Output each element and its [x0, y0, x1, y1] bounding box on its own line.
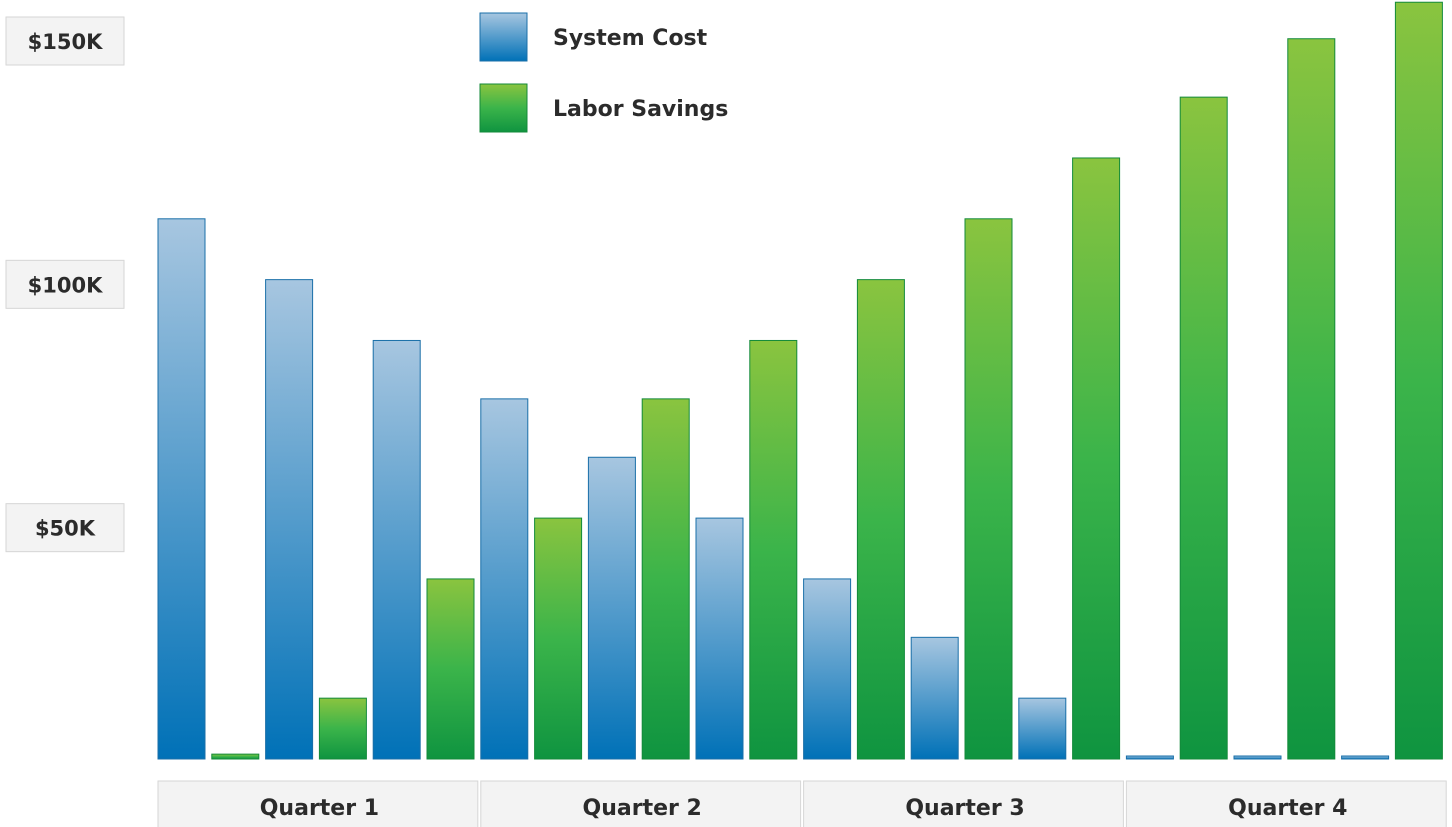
- quarter-label: Quarter 4: [1228, 796, 1347, 821]
- labor-savings-bar: [1179, 96, 1228, 760]
- labor-savings-bar: [1287, 38, 1336, 760]
- labor-savings-bar: [1072, 157, 1121, 760]
- labor-savings-swatch: [479, 83, 528, 133]
- system-cost-bar: [587, 456, 636, 760]
- labor-savings-bar: [749, 339, 798, 760]
- legend-label: Labor Savings: [553, 97, 728, 122]
- system-cost-swatch: [479, 12, 528, 62]
- quarter-label: Quarter 1: [260, 796, 379, 821]
- labor-savings-bar: [426, 578, 475, 760]
- quarter-box: [803, 780, 1124, 827]
- bars-layer: [157, 1, 1443, 760]
- quarter-label: Quarter 2: [583, 796, 702, 821]
- system-cost-bar: [372, 339, 421, 760]
- quarter-box: [157, 780, 479, 827]
- labor-savings-bar: [1394, 1, 1443, 760]
- labor-savings-bar: [534, 517, 583, 760]
- quarter-box: [480, 780, 802, 827]
- y-tick-box: [5, 259, 125, 309]
- y-axis: $150K $100K $50K: [5, 16, 125, 553]
- system-cost-bar: [1341, 755, 1390, 760]
- system-cost-bar: [910, 636, 959, 760]
- system-cost-bar: [803, 578, 852, 760]
- y-tick-label: $50K: [35, 517, 96, 541]
- labor-savings-bar: [641, 398, 690, 760]
- y-tick-box: [5, 16, 125, 66]
- system-cost-bar: [157, 218, 206, 760]
- system-cost-bar: [1233, 755, 1282, 760]
- y-tick-label: $100K: [28, 273, 103, 297]
- quarter-box: [1125, 780, 1447, 827]
- system-cost-bar: [1125, 755, 1174, 760]
- labor-savings-bar: [211, 753, 260, 760]
- system-cost-bar: [695, 517, 744, 760]
- system-cost-bar: [480, 398, 529, 760]
- quarter-label: Quarter 3: [905, 796, 1024, 821]
- labor-savings-bar: [318, 697, 367, 760]
- y-tick-box: [5, 503, 125, 553]
- system-cost-bar: [265, 279, 314, 760]
- labor-savings-bar: [856, 279, 905, 760]
- labor-savings-bar: [964, 218, 1013, 760]
- system-cost-bar: [1018, 697, 1067, 760]
- x-axis: Quarter 1 Quarter 2 Quarter 3 Quarter 4: [157, 780, 1447, 827]
- legend: System Cost Labor Savings: [479, 12, 728, 133]
- legend-label: System Cost: [553, 26, 708, 51]
- y-tick-label: $150K: [28, 30, 103, 54]
